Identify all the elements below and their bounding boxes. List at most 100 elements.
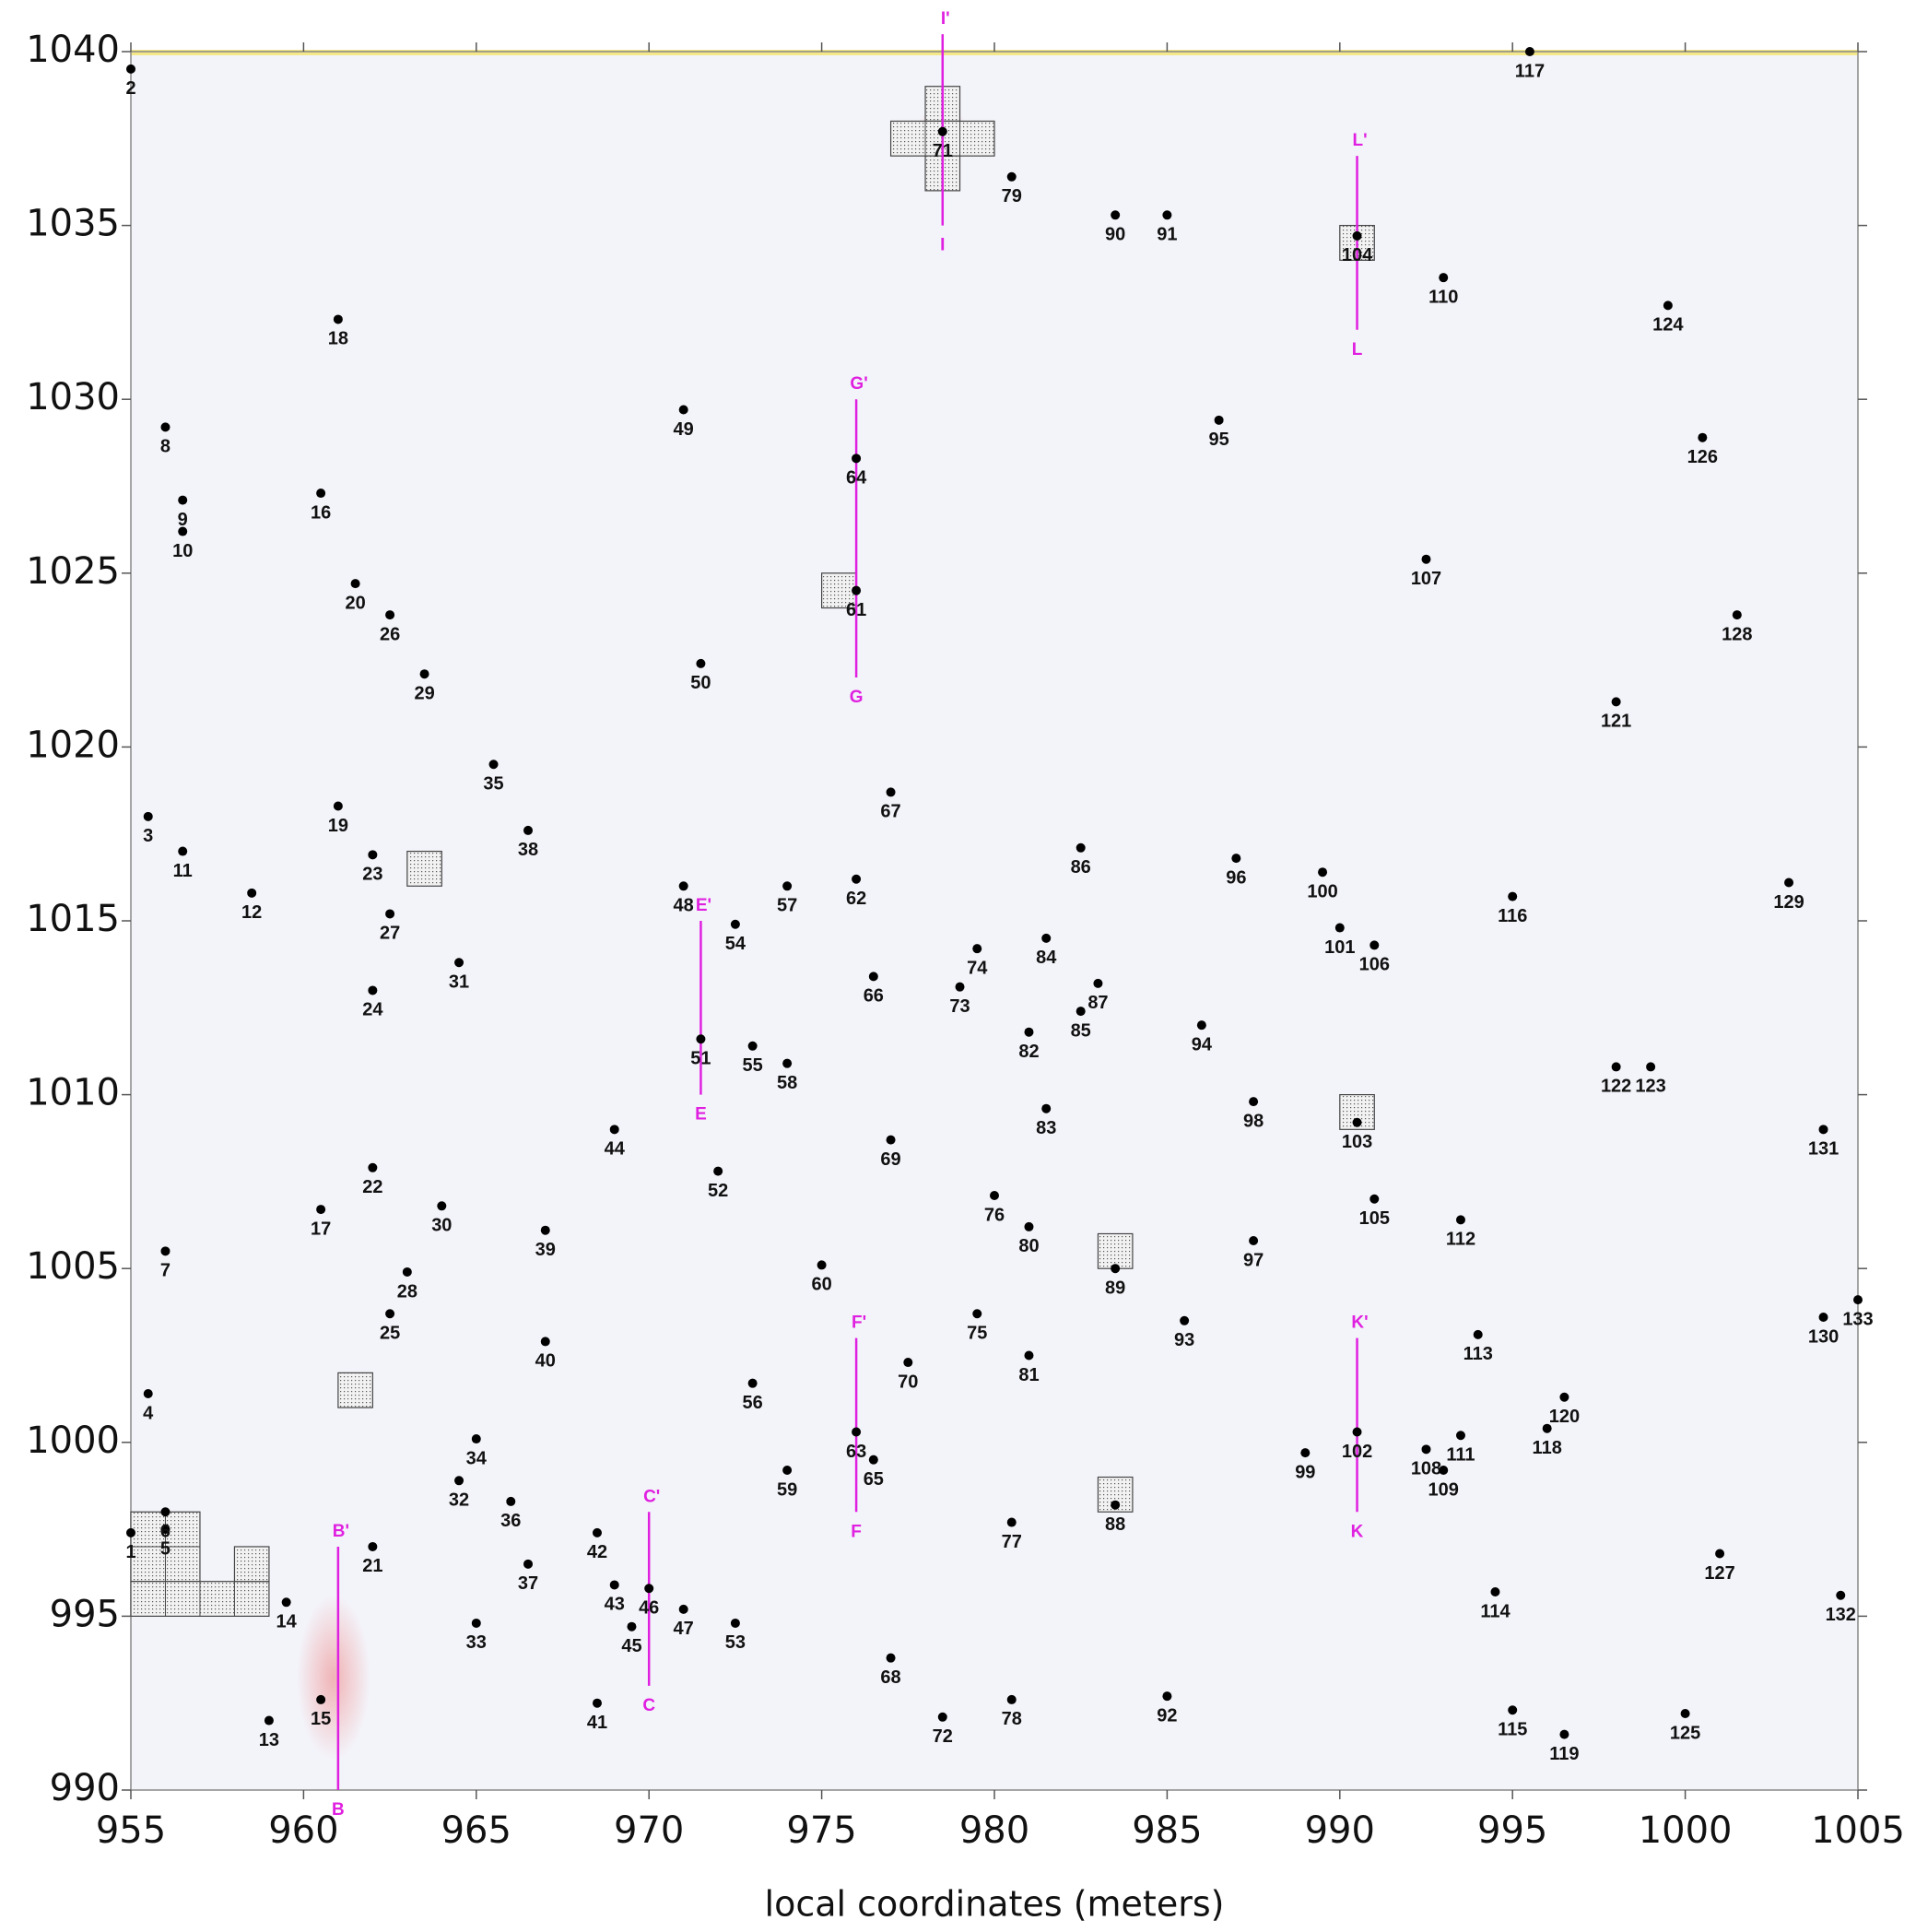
station-label: 58 <box>777 1073 797 1093</box>
station-label: 71 <box>933 141 953 161</box>
station-point <box>1111 210 1120 219</box>
station-point <box>1853 1295 1863 1304</box>
station-label: 48 <box>674 896 694 916</box>
section-label: G' <box>850 374 867 394</box>
station-point <box>144 812 153 821</box>
station-point <box>1490 1587 1499 1596</box>
station-point <box>385 909 394 918</box>
station-point <box>385 1309 394 1318</box>
station-point <box>1439 273 1448 282</box>
station-point <box>1559 1393 1569 1402</box>
station-point <box>178 496 187 505</box>
section-label: K' <box>1351 1314 1368 1333</box>
station-label: 64 <box>846 468 867 489</box>
station-label: 131 <box>1808 1139 1839 1160</box>
station-label: 130 <box>1808 1326 1839 1347</box>
station-label: 121 <box>1601 712 1631 732</box>
station-point <box>1646 1062 1655 1071</box>
station-point <box>1076 843 1086 853</box>
station-point <box>160 1246 170 1255</box>
grid-cell <box>234 1547 268 1582</box>
station-point <box>610 1580 619 1589</box>
section-label: G <box>850 688 864 707</box>
station-label: 128 <box>1722 624 1752 644</box>
station-label: 104 <box>1342 245 1373 265</box>
station-point <box>144 1389 153 1398</box>
station-label: 70 <box>898 1372 918 1392</box>
station-label: 12 <box>241 902 262 923</box>
section-label: L' <box>1352 131 1367 150</box>
station-point <box>1784 878 1793 888</box>
section-label: L <box>1352 340 1363 359</box>
station-point <box>852 586 861 595</box>
station-point <box>541 1337 550 1346</box>
station-label: 103 <box>1342 1132 1372 1152</box>
station-point <box>454 958 464 967</box>
section-label: E <box>695 1105 707 1125</box>
station-point <box>679 881 688 890</box>
station-point <box>972 1309 982 1318</box>
station-point <box>316 1205 325 1214</box>
station-label: 95 <box>1208 430 1228 450</box>
station-label: 117 <box>1515 61 1545 81</box>
station-point <box>817 1260 827 1269</box>
station-point <box>887 787 896 796</box>
station-label: 105 <box>1359 1208 1390 1229</box>
station-label: 57 <box>777 896 797 916</box>
station-label: 63 <box>846 1442 866 1462</box>
station-point <box>1733 610 1742 619</box>
station-label: 22 <box>362 1177 382 1197</box>
station-label: 82 <box>1018 1042 1039 1062</box>
station-point <box>1836 1591 1845 1600</box>
station-label: 91 <box>1157 225 1177 245</box>
station-label: 17 <box>311 1219 331 1239</box>
station-point <box>852 875 861 884</box>
station-point <box>593 1699 602 1708</box>
station-point <box>938 127 947 136</box>
station-label: 60 <box>811 1275 831 1295</box>
station-point <box>1076 1007 1086 1016</box>
station-label: 123 <box>1635 1077 1665 1097</box>
station-point <box>1215 416 1224 425</box>
station-point <box>1024 1222 1033 1231</box>
station-label: 132 <box>1826 1605 1856 1625</box>
station-label: 65 <box>864 1469 884 1490</box>
station-point <box>1197 1020 1206 1030</box>
station-label: 2 <box>125 78 135 99</box>
y-tick-label: 1035 <box>26 203 120 245</box>
station-point <box>782 1466 792 1475</box>
station-label: 109 <box>1428 1479 1459 1500</box>
station-label: 77 <box>1002 1532 1022 1552</box>
station-point <box>160 1507 170 1516</box>
station-label: 113 <box>1463 1344 1493 1364</box>
station-label: 55 <box>743 1055 763 1076</box>
station-label: 49 <box>674 419 694 440</box>
station-label: 4 <box>143 1403 154 1423</box>
station-point <box>541 1226 550 1235</box>
station-label: 74 <box>967 958 988 978</box>
y-tick-label: 990 <box>50 1767 120 1809</box>
chart: local coordinates (meters) 9559609659709… <box>0 0 1916 1932</box>
station-label: 127 <box>1704 1563 1734 1584</box>
station-point <box>334 314 343 324</box>
station-point <box>1111 1501 1120 1510</box>
station-point <box>506 1497 515 1506</box>
station-point <box>1249 1097 1258 1106</box>
y-tick-label: 1015 <box>26 898 120 940</box>
station-label: 15 <box>311 1709 331 1729</box>
station-point <box>523 826 533 835</box>
station-point <box>420 669 429 678</box>
station-point <box>126 1528 135 1537</box>
station-point <box>1318 867 1327 877</box>
station-label: 72 <box>933 1726 953 1747</box>
station-label: 20 <box>345 593 365 613</box>
station-label: 85 <box>1071 1020 1091 1041</box>
x-tick-label: 990 <box>1305 1809 1375 1852</box>
station-point <box>1353 1427 1362 1436</box>
station-point <box>1369 1195 1379 1204</box>
station-point <box>1663 300 1673 310</box>
x-tick-label: 955 <box>96 1809 166 1852</box>
x-axis-title: local coordinates (meters) <box>765 1884 1225 1925</box>
station-point <box>368 1542 377 1551</box>
station-label: 39 <box>535 1240 556 1260</box>
